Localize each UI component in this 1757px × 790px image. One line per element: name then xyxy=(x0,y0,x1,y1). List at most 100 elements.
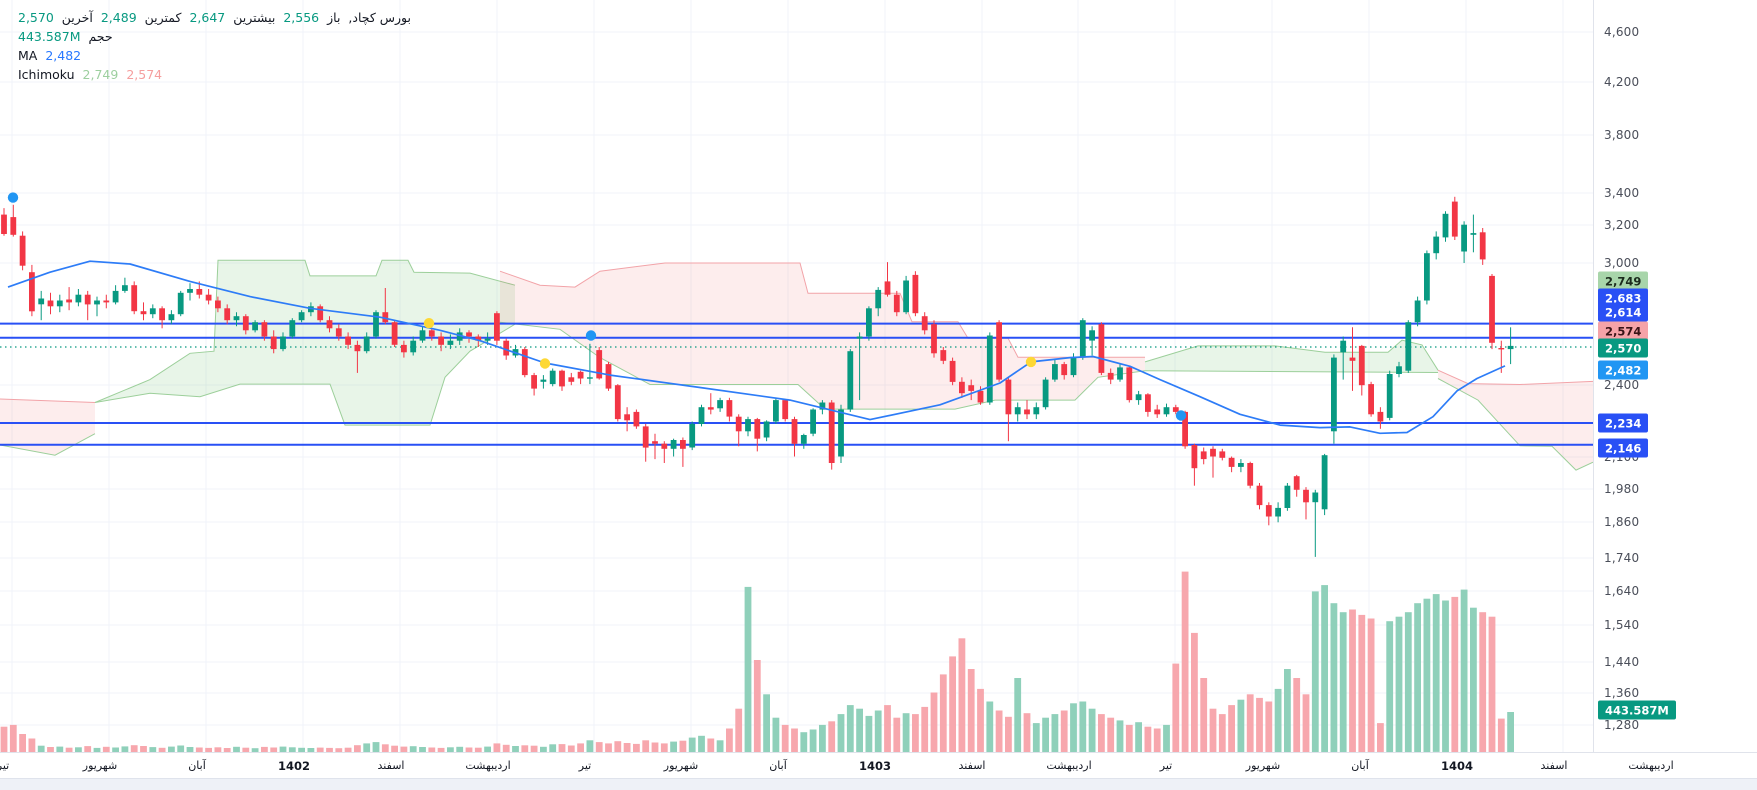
candle xyxy=(233,316,240,321)
volume-bar xyxy=(595,742,603,752)
candle xyxy=(1182,411,1188,447)
candle xyxy=(84,294,91,305)
price-axis[interactable]: 4,6004,2003,8003,4003,2003,0002,4002,100… xyxy=(1593,0,1757,752)
candle xyxy=(549,370,556,385)
candle xyxy=(1172,407,1179,412)
time-label-month: تیر xyxy=(0,759,10,772)
volume-bar xyxy=(688,737,696,752)
volume-bar xyxy=(921,706,929,752)
candle xyxy=(568,377,575,382)
price-tick-label: 4,200 xyxy=(1604,75,1640,89)
candle xyxy=(921,316,928,331)
candle xyxy=(1424,253,1430,301)
candle xyxy=(875,289,882,309)
yellow-dot-marker xyxy=(539,358,551,369)
volume-bar xyxy=(791,728,798,752)
candle xyxy=(800,435,807,444)
candle xyxy=(540,379,547,382)
candle xyxy=(903,280,909,313)
volume-bar xyxy=(828,721,836,752)
time-label-year: 1404 xyxy=(1440,759,1474,773)
candle xyxy=(1498,348,1505,350)
candle xyxy=(475,336,482,341)
volume-bar xyxy=(56,746,64,752)
candle xyxy=(270,336,277,350)
candle xyxy=(912,274,919,314)
volume-bar xyxy=(372,742,380,752)
candle xyxy=(1489,275,1495,343)
volume-bar xyxy=(763,694,770,752)
candle xyxy=(605,364,612,389)
candle xyxy=(1433,236,1440,254)
candle xyxy=(633,411,640,427)
volume-bar xyxy=(1293,678,1301,752)
legend-ma-line: MA 2,482 xyxy=(16,46,413,65)
volume-bar xyxy=(1358,614,1366,752)
candle xyxy=(242,316,249,331)
volume-bar xyxy=(660,743,668,752)
volume-bar xyxy=(177,745,185,752)
time-label-year: 1402 xyxy=(277,759,311,773)
volume-bar xyxy=(447,747,454,752)
candle xyxy=(1052,364,1058,380)
volume-bar xyxy=(1098,714,1105,752)
last-label: آخرین xyxy=(61,10,93,25)
signal-markers xyxy=(7,192,1187,421)
volume-bar xyxy=(837,714,845,752)
ichimoku-span-a-value: 2,749 xyxy=(82,67,119,82)
volume-bar xyxy=(381,744,389,752)
candle xyxy=(698,407,705,424)
volume-bar xyxy=(1079,701,1087,752)
candle xyxy=(1200,451,1207,460)
price-tick-label: 3,000 xyxy=(1604,256,1640,270)
volume-bar xyxy=(679,740,687,752)
volume-bar xyxy=(726,728,733,752)
candlestick-plot[interactable] xyxy=(0,0,1593,752)
time-label-month: تیر xyxy=(1159,759,1173,772)
candle xyxy=(1321,455,1328,510)
volume-bar xyxy=(819,724,826,752)
open-label: باز xyxy=(327,10,341,25)
volume-bar xyxy=(502,744,510,752)
candle xyxy=(587,377,593,379)
time-axis[interactable]: تیر شهریور آبان 1402 اسفند اردیبهشت تیر شهریور آ… xyxy=(0,752,1757,779)
candle xyxy=(224,308,231,321)
time-label-year: 1403 xyxy=(858,759,892,773)
cloud-pink xyxy=(0,399,95,456)
volume-bar xyxy=(1125,724,1133,752)
volume-bar xyxy=(930,692,938,752)
candle xyxy=(828,402,835,463)
volume-bar xyxy=(1377,723,1384,752)
volume-bar xyxy=(1404,612,1412,752)
volume-bar xyxy=(735,708,743,752)
candle xyxy=(1135,394,1142,401)
candle xyxy=(977,390,984,403)
volume-bar xyxy=(912,714,919,752)
candle xyxy=(112,290,119,303)
candle xyxy=(484,338,491,341)
volume-bar xyxy=(84,746,92,752)
cloud-pink xyxy=(1438,370,1593,471)
volume-bar xyxy=(1442,600,1449,752)
candle xyxy=(1145,394,1151,412)
volume-bar xyxy=(307,748,315,752)
volume-bar xyxy=(1014,678,1022,752)
legend: بورس کچاد, باز 2,556 بیشترین 2,647 کمتری… xyxy=(16,8,413,84)
candle xyxy=(215,300,221,309)
volume-bar xyxy=(558,744,566,752)
low-value: 2,489 xyxy=(100,10,137,25)
price-tick-label: 4,600 xyxy=(1604,25,1640,39)
candle xyxy=(1154,409,1161,415)
volume-bar xyxy=(586,740,594,752)
volume-bar xyxy=(856,708,863,752)
volume-bar xyxy=(521,745,529,752)
volume-bar xyxy=(567,745,575,752)
volume-bar xyxy=(614,741,622,752)
candle xyxy=(968,385,975,391)
candles xyxy=(1,196,1514,557)
volume-bar xyxy=(140,746,147,752)
candle xyxy=(689,423,696,448)
volume-bar xyxy=(354,745,361,752)
volume-bar xyxy=(1470,607,1477,752)
